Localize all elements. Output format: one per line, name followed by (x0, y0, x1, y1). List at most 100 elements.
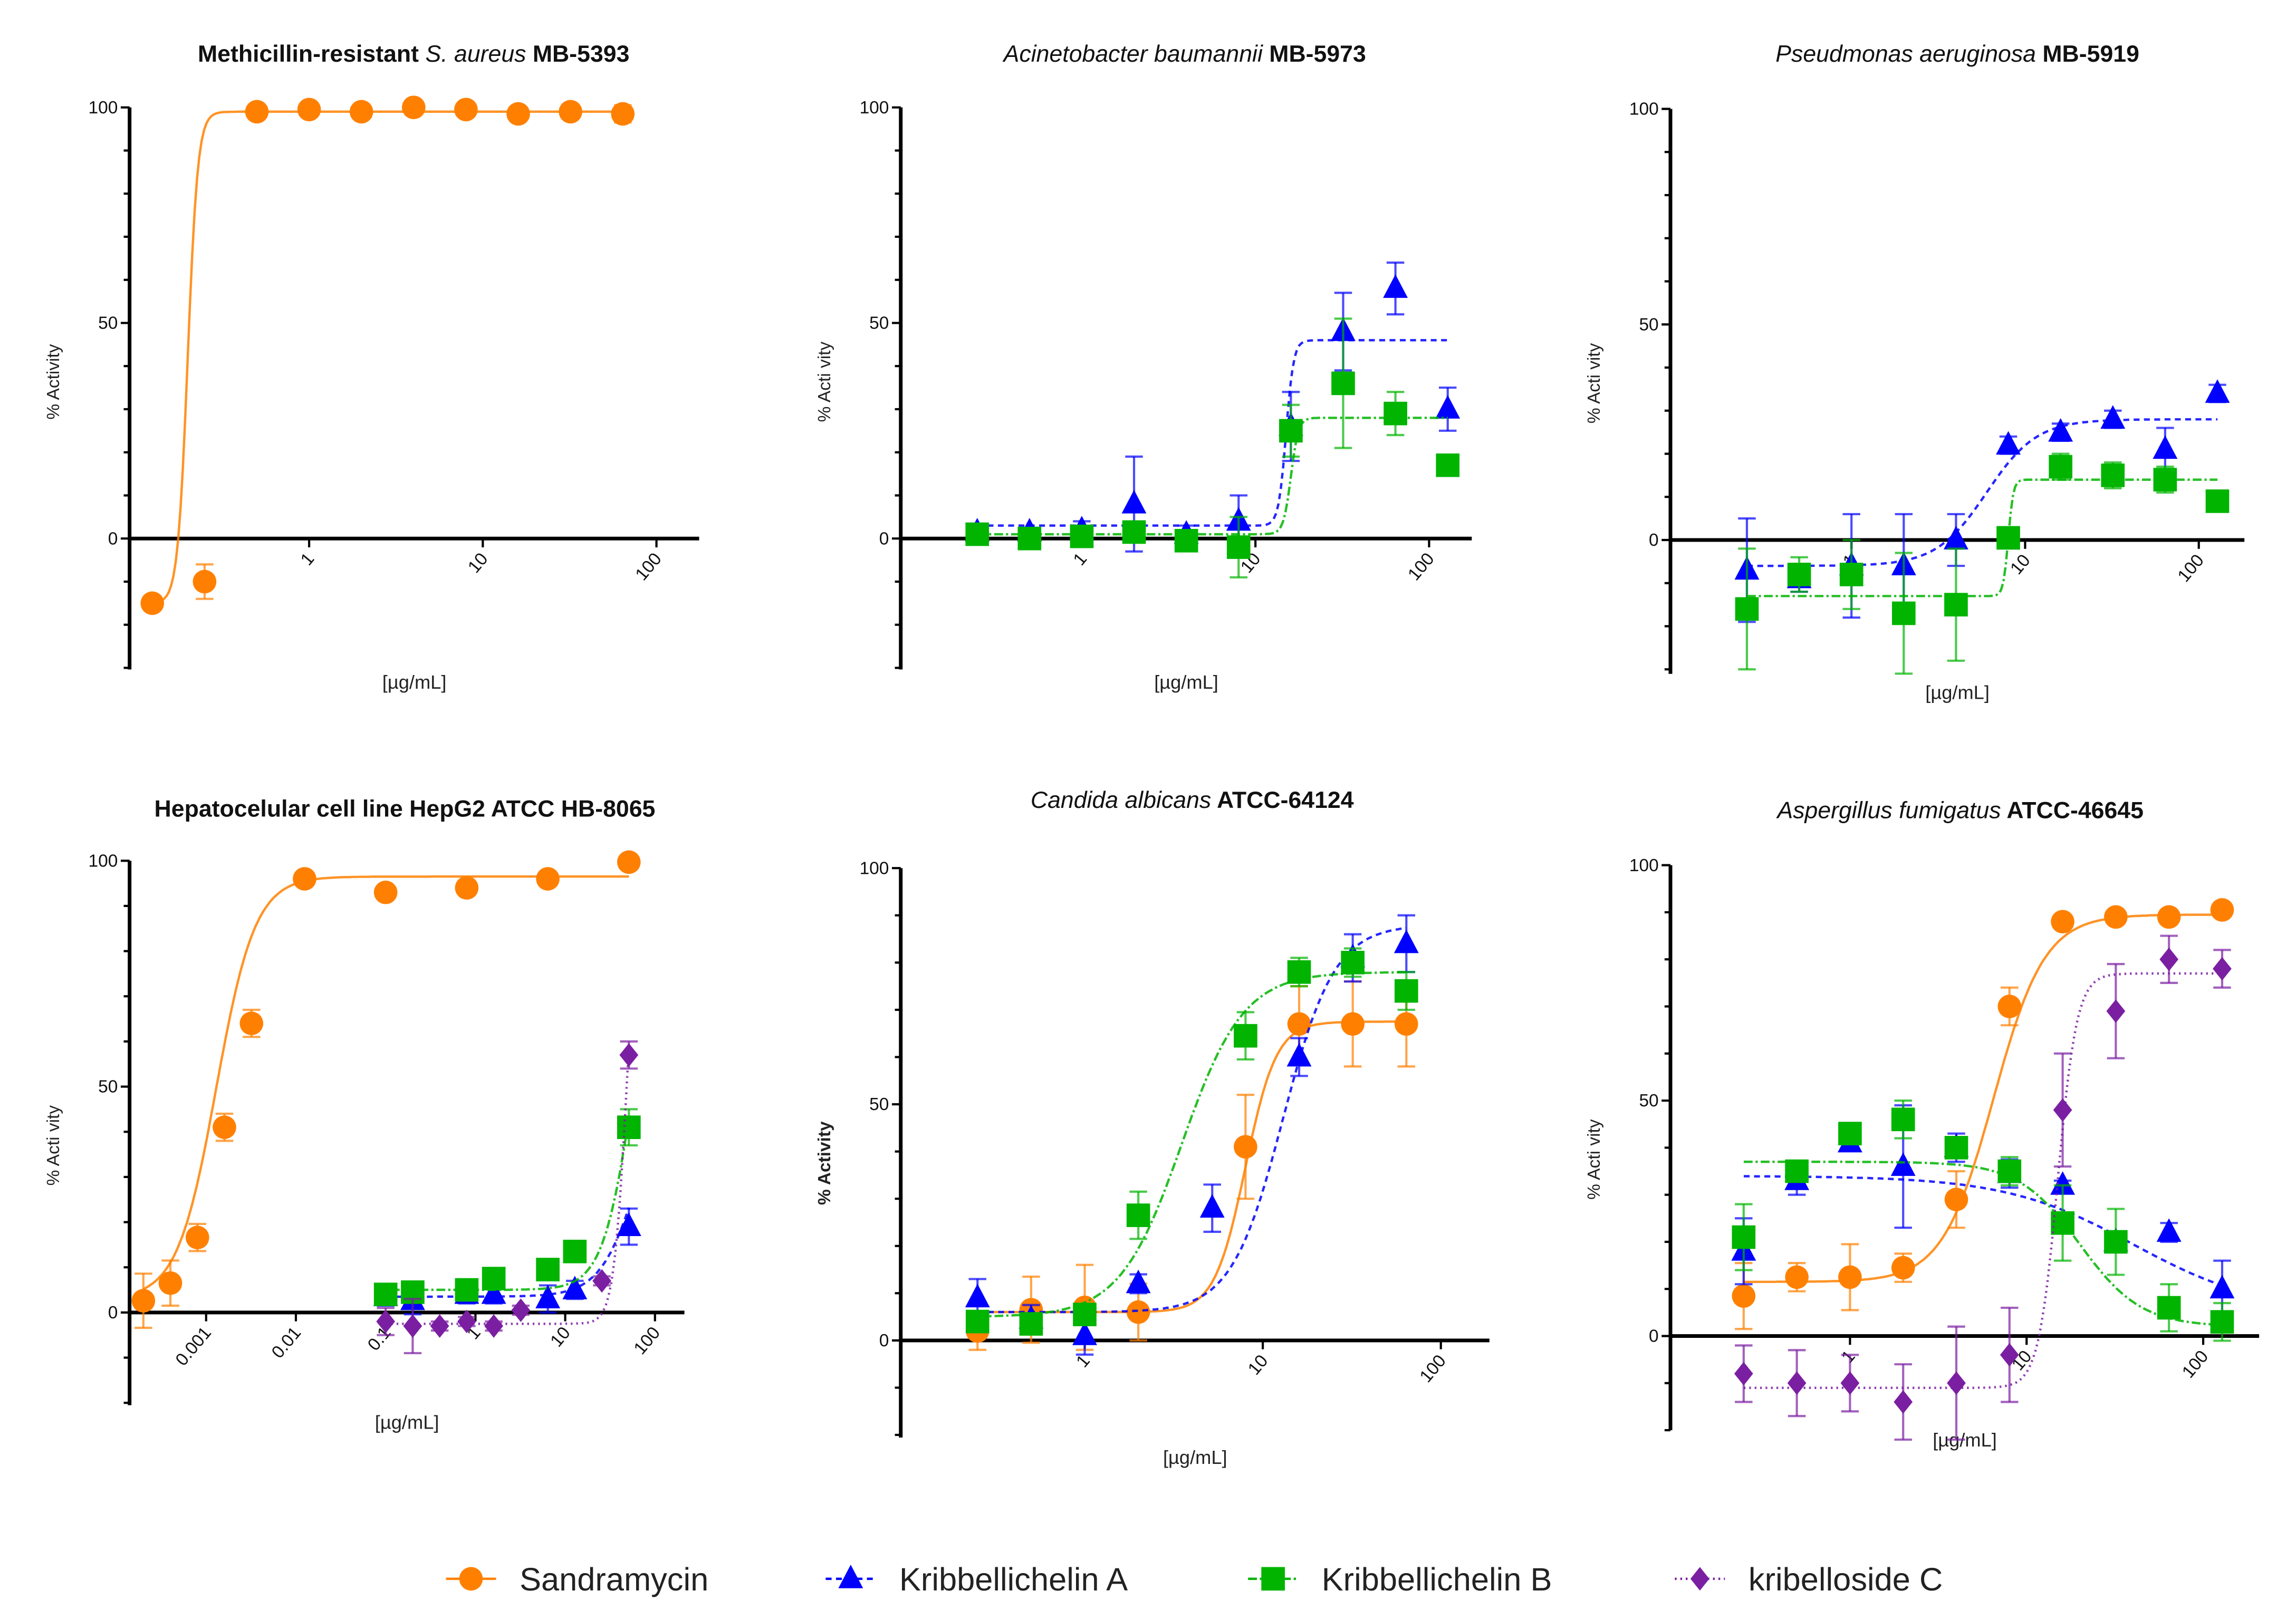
data-point (1073, 1303, 1097, 1326)
y-tick-label: 50 (1639, 1091, 1658, 1111)
data-point (401, 95, 426, 120)
data-point (1341, 1012, 1365, 1036)
y-axis-label: % Acti vity (44, 1105, 63, 1186)
chart-title: Acinetobacter baumannii MB-5973 (1002, 41, 1366, 67)
data-point (1787, 563, 1811, 586)
data-point (1947, 1371, 1966, 1395)
data-point (616, 1212, 641, 1236)
circle-icon (459, 1567, 483, 1591)
y-tick-label: 0 (1649, 531, 1659, 550)
data-point (1892, 601, 1916, 625)
data-point (2153, 468, 2177, 491)
data-point (2053, 1098, 2072, 1122)
series-kribbellichelin-b (965, 317, 1460, 578)
data-point (559, 100, 582, 124)
data-point (563, 1239, 587, 1264)
data-point (484, 1314, 503, 1338)
x-axis-label: [µg/mL] (382, 671, 447, 693)
x-tick-label: 100 (632, 549, 666, 585)
legend-item: Kribbellichelin B (1248, 1561, 1552, 1598)
data-point (2100, 405, 2126, 429)
chart-title-part: MB-5973 (1263, 41, 1366, 67)
data-point (297, 98, 321, 122)
data-point (1894, 1390, 1913, 1414)
fit-curve (1743, 913, 2223, 1284)
data-point (1785, 1159, 1809, 1183)
chart-title-part: MB-5393 (526, 41, 629, 67)
y-tick-label: 0 (879, 529, 889, 548)
y-axis-label: % Acti vity (1584, 343, 1604, 423)
data-point (1890, 1152, 1916, 1176)
x-tick-label: 0.001 (172, 1323, 215, 1370)
y-tick-label: 0 (879, 1331, 889, 1351)
x-tick-label: 1 (1838, 1347, 1859, 1367)
data-point (619, 1043, 639, 1067)
x-tick-label: 100 (2178, 1347, 2212, 1382)
fit-curve (152, 110, 623, 604)
data-point (1331, 371, 1355, 396)
series-kribelloside-c (1734, 934, 2232, 1441)
data-point (1997, 1159, 2022, 1183)
data-point (1286, 1043, 1312, 1067)
x-tick-label: 100 (1404, 549, 1438, 585)
data-point (1234, 1135, 1257, 1159)
y-tick-label: 100 (89, 851, 118, 871)
chart-title-part: Pseudmonas aeruginosa (1775, 41, 2036, 67)
fit-curve (1747, 418, 2218, 567)
series-kribbellichelin-b (373, 1108, 641, 1306)
legend-label: kribelloside C (1749, 1561, 1943, 1598)
data-point (1394, 929, 1419, 953)
data-point (373, 880, 398, 904)
legend: Sandramycin Kribbellichelin A Kribbelliche… (446, 1561, 1943, 1598)
fit-curve (977, 339, 1448, 527)
data-point (245, 100, 269, 124)
data-point (2106, 999, 2126, 1023)
x-tick-label: 10 (1244, 1351, 1272, 1378)
data-point (193, 570, 217, 594)
data-point (1287, 960, 1311, 984)
chart-title: Methicillin-resistant S. aureus MB-5393 (198, 41, 629, 67)
data-point (2153, 435, 2178, 459)
chart-title-part: Candida albicans (1031, 787, 1211, 813)
data-point (1394, 979, 1418, 1003)
data-point (131, 1289, 156, 1313)
data-point (1732, 1225, 1756, 1249)
series-kribbellichelin-b (1735, 452, 2230, 675)
y-axis-label: % Activity (44, 344, 63, 419)
x-axis-label: [µg/mL] (375, 1411, 439, 1433)
data-point (1997, 995, 2022, 1018)
data-point (536, 1258, 560, 1281)
data-point (1944, 1188, 1968, 1211)
data-point (1341, 951, 1365, 975)
y-tick-label: 50 (98, 314, 118, 333)
data-point (1383, 274, 1408, 298)
data-point (1839, 563, 1863, 586)
chart-panel-3: Pseudmonas aeruginosa MB-591905010011010… (1584, 41, 2245, 703)
chart-panel-6: Aspergillus fumigatus ATCC-46645 0 50 100 1 1… (1584, 797, 2260, 1451)
x-tick-label: 100 (1416, 1351, 1450, 1386)
y-axis-label: % Activity (815, 1121, 834, 1205)
data-point (2210, 898, 2234, 922)
y-tick-label: 100 (860, 98, 889, 118)
y-tick-label: 100 (860, 859, 889, 878)
data-point (617, 850, 641, 874)
y-tick-label: 100 (1629, 100, 1659, 119)
data-point (239, 1011, 264, 1035)
data-point (455, 1278, 479, 1302)
chart-title: Candida albicans ATCC-64124 (1031, 787, 1354, 813)
diamond-icon (1690, 1567, 1709, 1591)
data-point (965, 1309, 990, 1334)
data-point (965, 522, 990, 546)
data-point (2157, 1296, 2181, 1320)
fit-curve (1743, 1160, 2223, 1326)
series-sandramycin (1732, 898, 2234, 1330)
legend-label: Kribbellichelin B (1322, 1561, 1552, 1598)
legend-label: Sandramycin (520, 1561, 708, 1598)
x-tick-label: 1 (297, 549, 318, 570)
data-point (1735, 597, 1759, 621)
data-point (1019, 1312, 1043, 1336)
chart-title-part: S. aureus (425, 41, 526, 67)
data-point (293, 867, 316, 891)
data-point (2048, 418, 2073, 442)
